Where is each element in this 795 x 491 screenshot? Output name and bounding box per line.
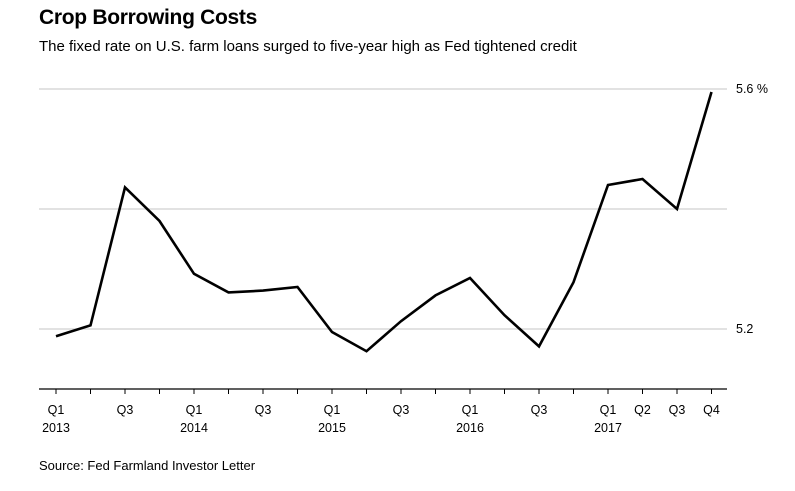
y-tick-label: 5.6 % [736,82,768,96]
x-tick-label: Q1 [48,403,65,417]
x-tick-label: Q1 [186,403,203,417]
x-tick-label: Q2 [634,403,651,417]
x-tick-label: Q3 [255,403,272,417]
x-tick-year-label: 2016 [456,421,484,435]
x-tick-label: Q4 [703,403,720,417]
x-tick-year-label: 2013 [42,421,70,435]
x-tick-year-label: 2015 [318,421,346,435]
x-tick-year-label: 2014 [180,421,208,435]
tick-labels: 5.6 % 5.2 Q1 2013 Q3 Q1 2014 Q3 Q1 2015 Q3 Q1 2016 Q3… [42,82,768,435]
x-tick-label: Q3 [669,403,686,417]
x-tick-label: Q3 [117,403,134,417]
x-tick-label: Q1 [462,403,479,417]
source-note: Source: Fed Farmland Investor Letter [39,458,256,473]
chart-subtitle: The fixed rate on U.S. farm loans surged… [39,38,577,55]
series [55,91,713,353]
x-tick-label: Q1 [324,403,341,417]
chart-title: Crop Borrowing Costs [39,6,257,29]
gridlines [39,88,727,330]
x-tick-year-label: 2017 [594,421,622,435]
x-tick-label: Q3 [531,403,548,417]
x-tick-label: Q3 [393,403,410,417]
x-axis [39,388,727,394]
series-line [55,91,713,353]
x-tick-label: Q1 [600,403,617,417]
y-tick-label: 5.2 [736,322,753,336]
